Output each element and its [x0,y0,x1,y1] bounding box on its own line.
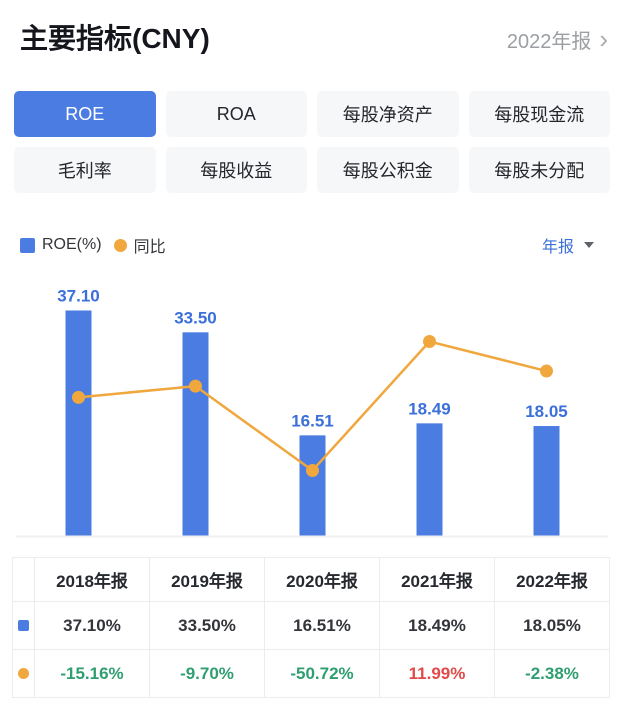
line-series-icon [18,667,29,679]
table-body: 37.10% 33.50% 16.51% 18.49% 18.05% -15.16% -9.… [12,601,610,698]
bar-series-icon [18,619,29,631]
period-label: 2022年报 [506,30,592,53]
table-cell: 11.99% [379,649,495,698]
column-header: 2020年报 [264,557,380,602]
column-header: 2021年报 [379,557,495,602]
table-header-row: 2018年报 2019年报 2020年报 2021年报 2022年报 [12,557,610,602]
line-point[interactable] [72,390,85,404]
bar[interactable] [416,423,443,536]
table-cell: -15.16% [34,649,150,698]
table-cell: 37.10% [34,601,150,650]
tab-grid: ROE ROA 每股净资产 每股现金流毛利率 每股收益 每股公积金 每股未分配 [14,91,610,193]
tab-capital-reserve-per-share[interactable]: 每股公积金 [317,147,459,193]
line-series-legend-icon [113,238,127,252]
bar-series-legend-icon [20,237,35,253]
column-header: 2018年报 [34,557,150,602]
table-cell: 33.50% [149,601,265,650]
bar-value-label: 18.49 [408,399,451,418]
table-cell: -9.70% [149,649,265,698]
table-row: -15.16% -9.70% -50.72% 11.99% -2.38% [12,649,610,698]
bar-value-label: 37.10 [57,286,100,305]
period-dropdown[interactable]: 年报 [542,233,594,257]
table-row: 37.10% 33.50% 16.51% 18.49% 18.05% [12,601,610,650]
column-header: 2019年报 [149,557,265,602]
bar-value-label: 33.50 [174,308,217,327]
tab-cash-flow-per-share[interactable]: 每股现金流 [468,91,610,137]
page: 主要指标(CNY) 2022年报 › ROE ROA 每股净资产 每股现金流 毛利率 每股… [0,0,624,698]
table-cell: -50.72% [264,649,380,698]
table-container: 2018年报 2019年报 2020年报 2021年报 2022年报 37.10% 33.… [12,557,610,698]
table-cell: 18.05% [494,601,610,650]
legend-bar-label: ROE(%) [42,236,102,253]
bar[interactable] [65,310,92,536]
chart-container: 37.10 33.50 16.51 18.49 18.05 [0,279,624,541]
x-axis-line [16,535,608,538]
tab-eps[interactable]: 每股收益 [165,147,307,193]
tab-roa[interactable]: ROA [165,91,307,137]
line-point[interactable] [423,335,436,348]
legend-item-yoy: 同比 [113,233,166,257]
tab-net-assets-per-share[interactable]: 每股净资产 [317,91,459,137]
chevron-right-icon: › [599,24,608,54]
tab-undistributed-per-share[interactable]: 每股未分配 [468,147,610,193]
series-marker-cell [12,601,35,650]
period-selector[interactable]: 2022年报 › [507,25,608,54]
column-header: 2022年报 [494,557,610,602]
caret-down-icon [584,242,594,248]
tab-gross-margin[interactable]: 毛利率 [14,147,156,193]
table-cell: 18.49% [379,601,495,650]
legend: ROE(%) 同比 年报 [20,233,594,257]
page-title: 主要指标(CNY) [20,23,210,54]
legend-line-label: 同比 [133,239,166,256]
table-cell: 16.51% [264,601,380,650]
table-cell: -2.38% [494,649,610,698]
bar[interactable] [533,426,560,536]
data-table: 2018年报 2019年报 2020年报 2021年报 2022年报 37.10% 33.… [12,557,610,698]
line-point[interactable] [306,463,319,477]
bar-value-label: 18.05 [525,402,568,421]
legend-item-roe: ROE(%) [20,236,102,254]
roe-chart: 37.10 33.50 16.51 18.49 18.05 [16,286,608,538]
bar-value-label: 16.51 [291,411,334,430]
line-point[interactable] [540,364,553,378]
corner-cell [12,557,35,602]
period-dropdown-label: 年报 [541,239,574,256]
bar[interactable] [182,332,209,536]
header: 主要指标(CNY) 2022年报 › [0,0,624,56]
line-point[interactable] [189,379,202,393]
bar[interactable] [299,435,326,536]
series-marker-cell [12,649,35,698]
tab-roe[interactable]: ROE [14,91,156,137]
